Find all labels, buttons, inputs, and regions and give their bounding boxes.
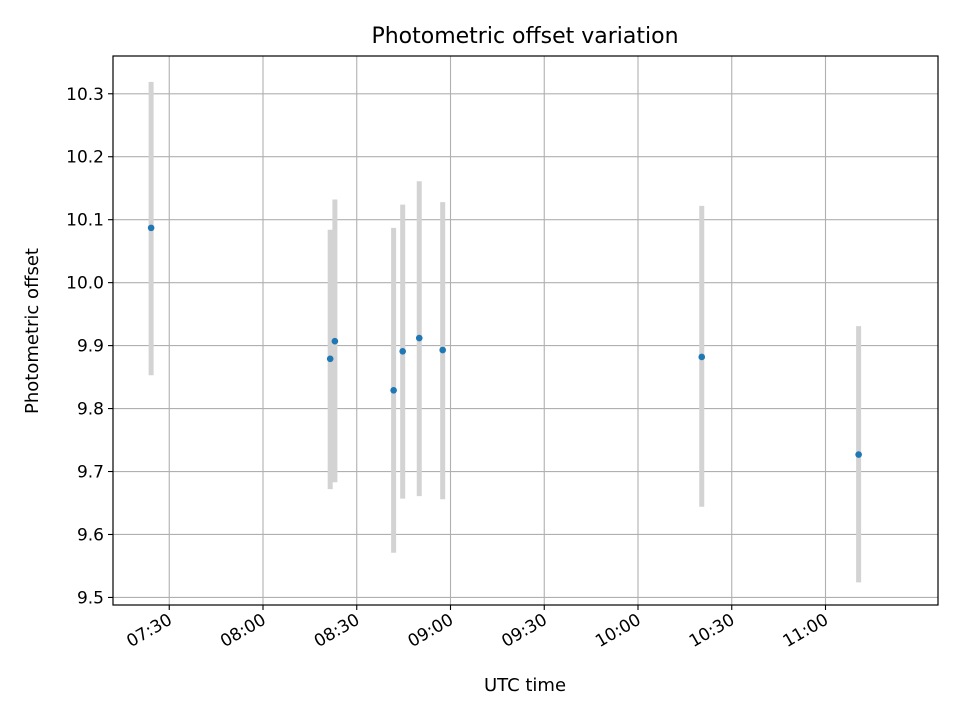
grid xyxy=(113,56,938,605)
y-tick-label: 10.1 xyxy=(66,211,104,231)
plot-frame xyxy=(112,55,939,606)
y-tick-label: 10.2 xyxy=(66,148,104,168)
x-axis-label: UTC time xyxy=(484,675,566,696)
plot-area xyxy=(113,56,938,605)
data-point xyxy=(326,355,334,363)
data-points xyxy=(147,224,862,458)
y-axis-label: Photometric offset xyxy=(22,248,43,414)
data-point xyxy=(855,451,862,458)
y-tick-label: 9.9 xyxy=(77,337,104,357)
data-point xyxy=(415,334,423,342)
data-point xyxy=(147,224,155,232)
chart-title: Photometric offset variation xyxy=(371,24,678,49)
y-tick-label: 9.5 xyxy=(77,588,104,608)
y-tick-label: 9.7 xyxy=(77,463,104,483)
data-point xyxy=(399,347,406,355)
y-tick-label: 9.6 xyxy=(77,525,104,545)
y-axis-ticks: 9.5 9.6 9.7 9.8 9.9 10.0 10.1 10.2 10.3 xyxy=(66,85,113,608)
data-point xyxy=(439,346,446,354)
y-tick-label: 10.0 xyxy=(66,274,104,294)
data-point xyxy=(698,353,706,361)
y-tick-label: 10.3 xyxy=(66,85,104,105)
data-point xyxy=(390,387,397,394)
data-point xyxy=(331,337,339,345)
y-tick-label: 9.8 xyxy=(77,400,104,420)
